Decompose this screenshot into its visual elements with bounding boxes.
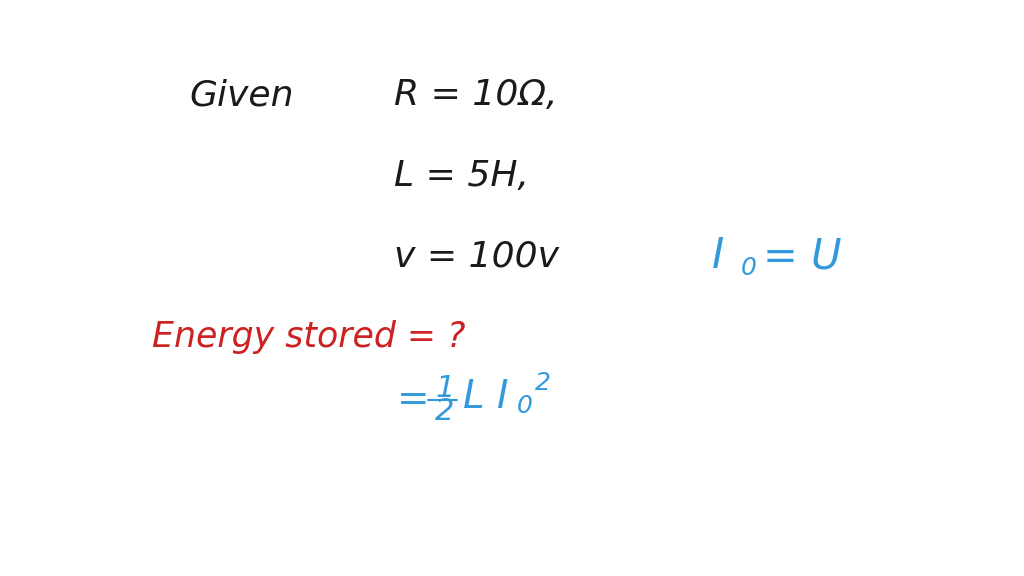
Text: = U: = U [763,236,842,277]
Text: =: = [397,381,442,419]
Text: L I: L I [463,378,508,416]
Text: 1: 1 [435,374,455,403]
Text: I: I [712,236,724,277]
Text: 2: 2 [535,371,551,395]
Text: 0: 0 [517,394,534,418]
Text: L = 5H,: L = 5H, [394,158,529,193]
Text: 2: 2 [435,397,455,426]
Text: Given: Given [189,78,294,112]
Text: 0: 0 [740,256,757,280]
Text: R = 10Ω,: R = 10Ω, [394,78,558,112]
Text: v = 100v: v = 100v [394,239,559,274]
Text: Energy stored = ?: Energy stored = ? [152,320,465,354]
